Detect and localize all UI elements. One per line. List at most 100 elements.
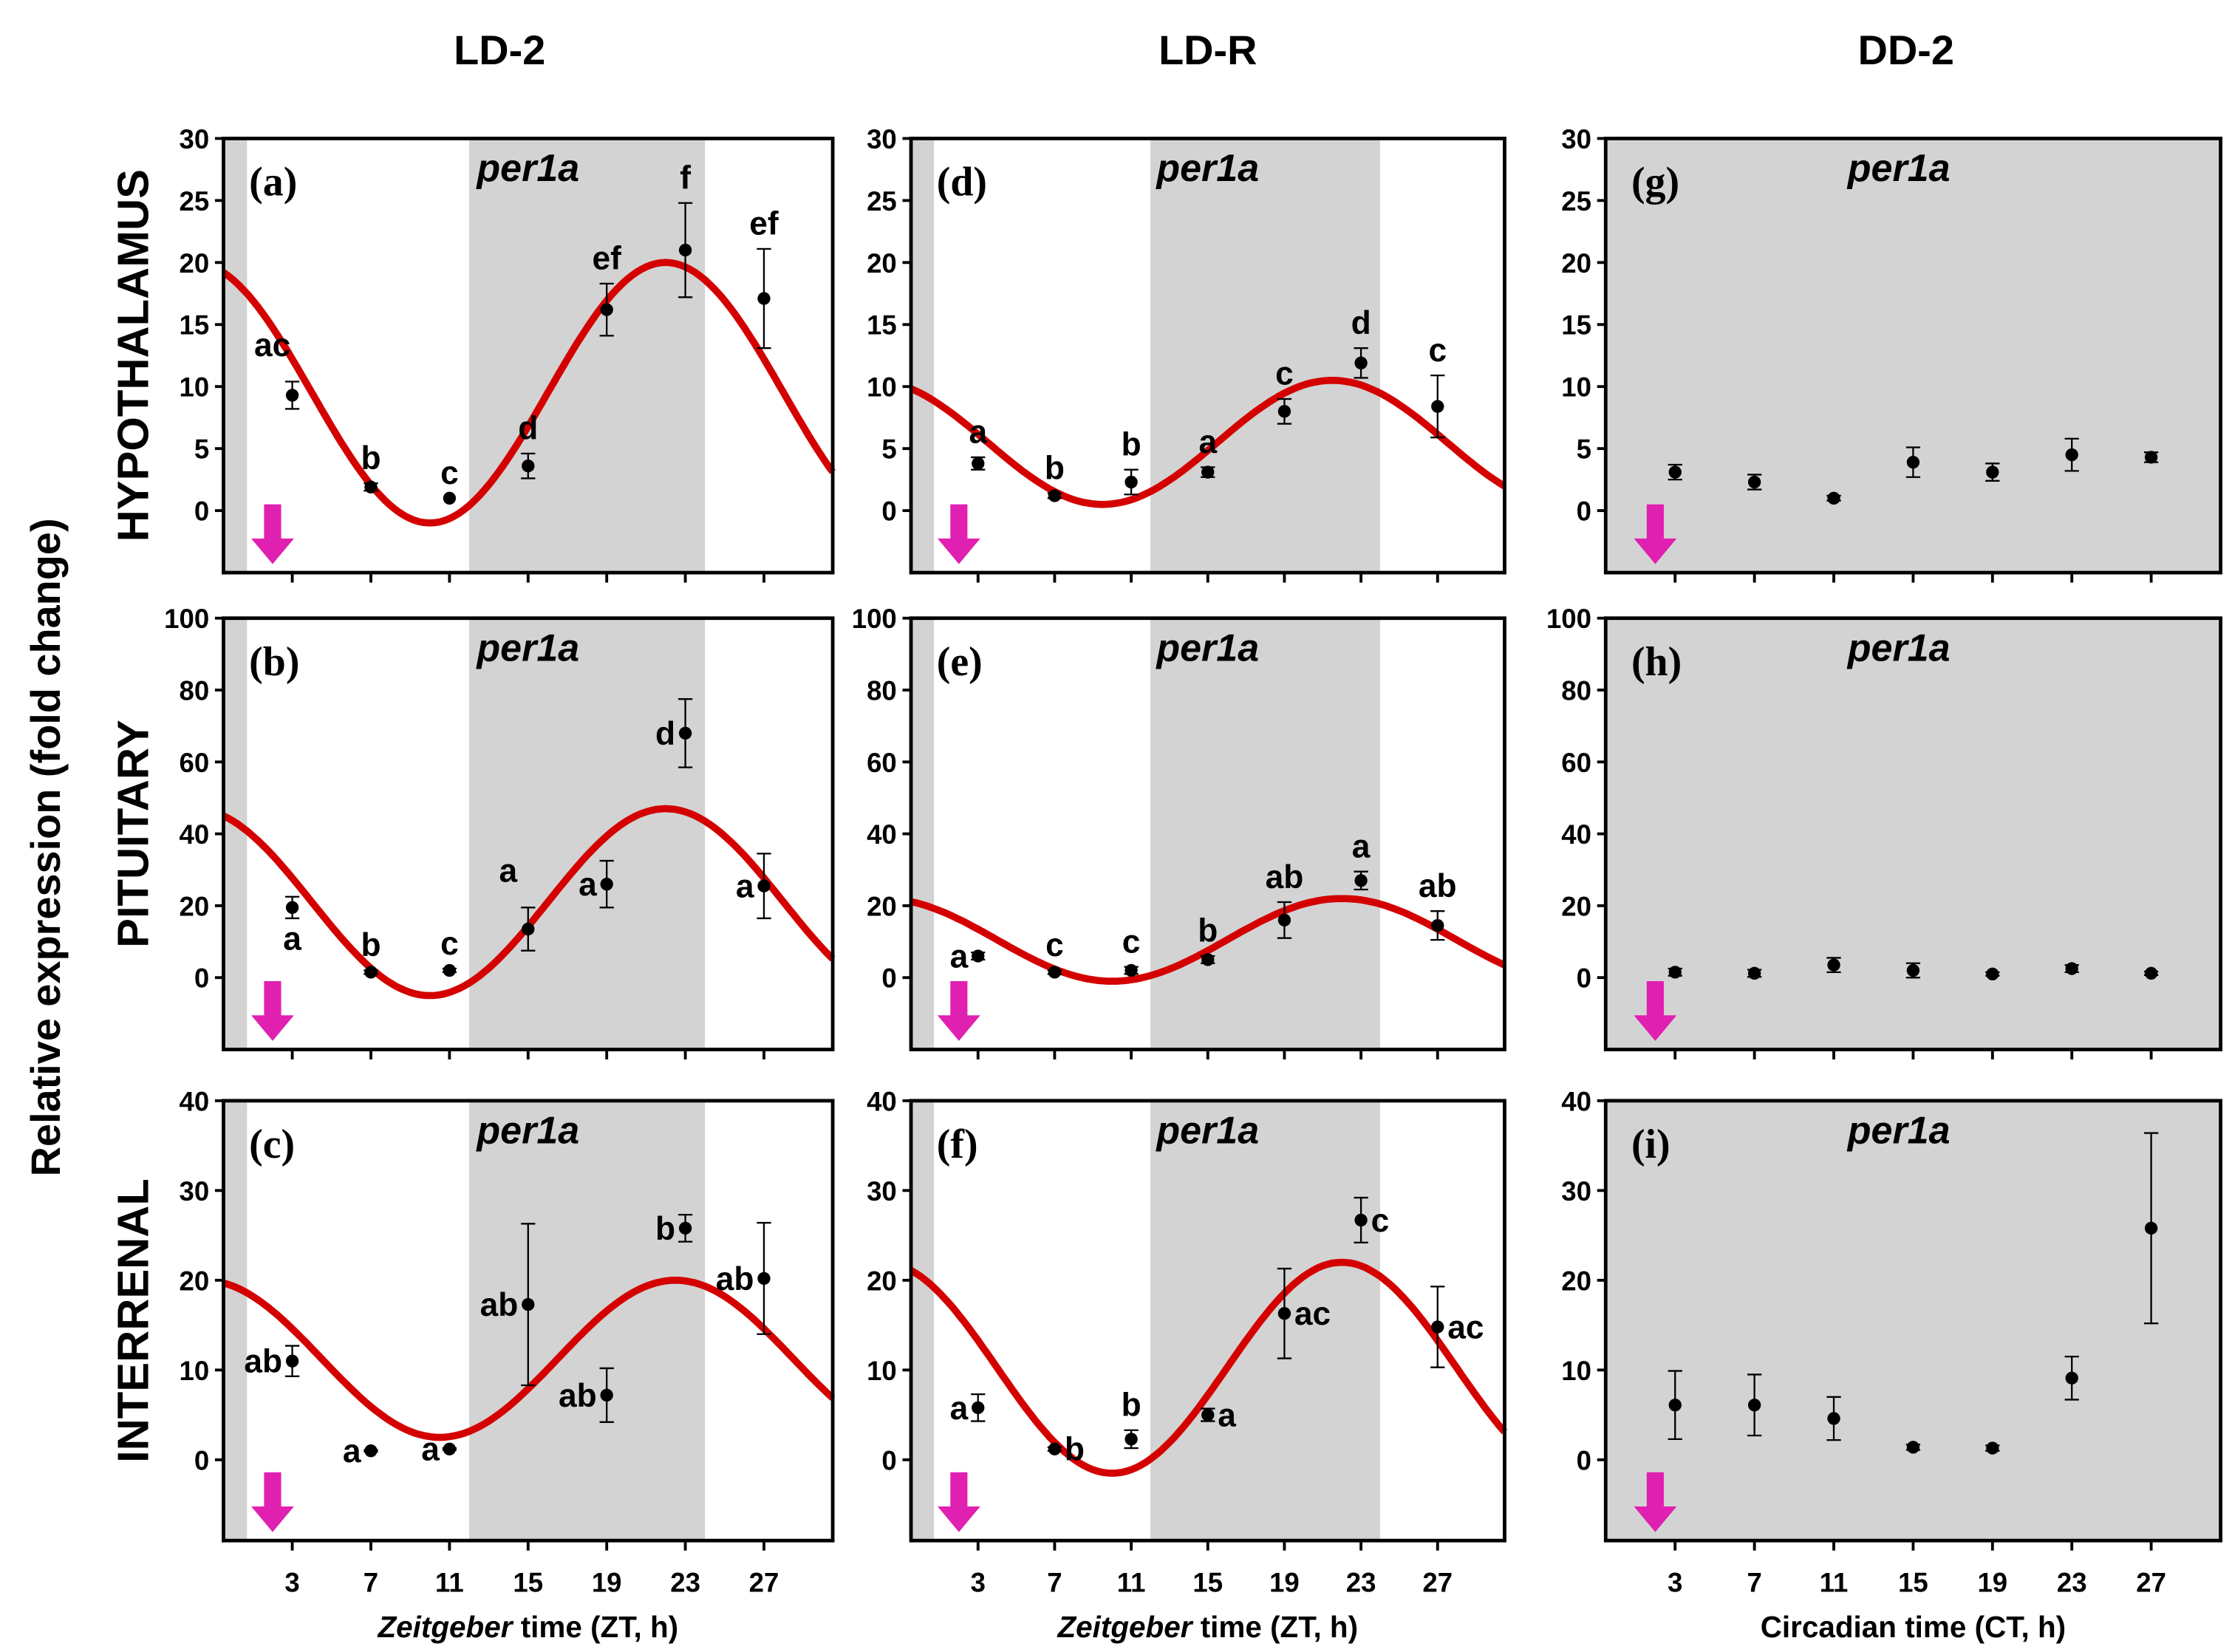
- x-tick-label: 19: [1269, 1568, 1300, 1598]
- y-tick-label: 0: [1577, 963, 1591, 994]
- x-tick-label: 19: [592, 1568, 622, 1598]
- data-point: [1906, 455, 1920, 469]
- x-tick-label: 3: [284, 1568, 299, 1598]
- dark-phase-shading: [1605, 1100, 2221, 1541]
- y-tick-label: 40: [180, 819, 210, 850]
- row-title-interrenal: INTERRENAL: [108, 1178, 157, 1463]
- y-tick-label: 10: [867, 372, 897, 403]
- significance-group-label: b: [1065, 1432, 1085, 1468]
- data-point: [2065, 962, 2078, 975]
- significance-group-label: ab: [716, 1261, 754, 1297]
- dark-phase-shading: [1150, 138, 1381, 573]
- dark-phase-shading: [1150, 618, 1381, 1050]
- gene-label: per1a: [1155, 627, 1259, 670]
- y-tick-label: 20: [180, 248, 210, 279]
- dark-phase-shading: [911, 618, 935, 1050]
- panel-label: (b): [249, 639, 299, 685]
- y-tick-label: 20: [867, 1266, 897, 1296]
- dark-phase-shading: [468, 1100, 706, 1541]
- significance-group-label: d: [1351, 305, 1371, 341]
- panel-a: 0 5 10 15 20 25 30 (a) per1a ac b c d ef f ef: [180, 124, 836, 583]
- data-point: [443, 491, 457, 505]
- y-tick-label: 100: [1546, 604, 1591, 634]
- y-tick-label: 10: [180, 1356, 210, 1386]
- data-point: [1668, 465, 1682, 479]
- significance-group-label: b: [1045, 450, 1065, 486]
- significance-group-label: a: [421, 1432, 440, 1468]
- panel-h: 0 20 40 60 80 100 (h) per1a: [1546, 604, 2222, 1059]
- significance-group-label: a: [579, 867, 597, 903]
- data-point: [1431, 1320, 1444, 1334]
- significance-group-label: ac: [254, 327, 290, 363]
- data-point: [1986, 967, 1999, 980]
- cosinor-fit-curve: [910, 895, 1506, 985]
- y-tick-label: 30: [1561, 124, 1591, 154]
- dark-phase-shading: [911, 138, 935, 573]
- y-tick-label: 80: [867, 675, 897, 706]
- x-tick-label: 7: [1047, 1568, 1062, 1598]
- data-point: [1747, 1399, 1761, 1412]
- data-point: [1906, 1441, 1920, 1454]
- y-tick-label: 5: [881, 434, 896, 465]
- y-tick-label: 25: [180, 186, 210, 216]
- data-point: [678, 726, 692, 740]
- data-point: [2065, 1371, 2078, 1385]
- y-tick-label: 10: [1561, 1356, 1591, 1386]
- significance-group-label: ab: [480, 1287, 519, 1323]
- panel-g: 0 5 10 15 20 25 30 (g) per1a: [1561, 124, 2222, 583]
- panel-label: (a): [249, 159, 297, 205]
- significance-group-label: a: [1198, 424, 1217, 460]
- significance-group-label: ab: [1419, 868, 1457, 904]
- x-tick-label: 27: [2136, 1568, 2166, 1598]
- x-tick-label: 23: [670, 1568, 700, 1598]
- data-point: [1827, 1412, 1840, 1425]
- significance-group-label: a: [950, 938, 969, 975]
- significance-group-label: a: [499, 853, 517, 890]
- data-point: [1668, 1399, 1682, 1412]
- data-point: [600, 1388, 613, 1402]
- x-tick-label: 7: [1747, 1568, 1761, 1598]
- data-point: [1201, 953, 1215, 966]
- y-axis-label: Relative expression (fold change): [22, 518, 69, 1176]
- data-point: [285, 901, 299, 914]
- x-tick-label: 11: [1820, 1568, 1849, 1598]
- column-title-ld-2: LD-2: [454, 27, 545, 73]
- y-tick-label: 0: [194, 496, 209, 527]
- data-point: [285, 1354, 299, 1368]
- data-point: [678, 1221, 692, 1235]
- data-point: [1201, 465, 1215, 479]
- light-pulse-arrow-icon: [937, 504, 980, 564]
- significance-group-label: d: [518, 411, 538, 447]
- data-point: [1906, 963, 1920, 977]
- data-point: [522, 922, 535, 936]
- data-point: [1747, 966, 1761, 980]
- significance-group-label: c: [1275, 356, 1294, 392]
- dark-phase-shading: [223, 138, 248, 573]
- y-tick-label: 40: [1561, 819, 1591, 850]
- dark-phase-shading: [223, 1100, 248, 1541]
- data-point: [285, 389, 299, 402]
- data-point: [1048, 966, 1062, 979]
- data-point: [1124, 963, 1138, 977]
- y-tick-label: 20: [867, 248, 897, 279]
- light-pulse-arrow-icon: [251, 504, 294, 564]
- data-point: [1986, 465, 1999, 479]
- y-tick-label: 10: [1561, 372, 1591, 403]
- panel-b: 0 20 40 60 80 100 (b) per1a a b c a a d a: [164, 604, 836, 1059]
- data-point: [443, 1442, 457, 1455]
- data-point: [443, 963, 457, 977]
- y-tick-label: 20: [180, 891, 210, 921]
- significance-group-label: a: [343, 1433, 361, 1470]
- y-tick-label: 20: [1561, 891, 1591, 921]
- y-tick-label: 0: [1577, 496, 1591, 527]
- gene-label: per1a: [475, 147, 579, 190]
- column-title-dd-2: DD-2: [1858, 27, 1954, 73]
- y-tick-label: 20: [867, 891, 897, 921]
- data-point: [972, 1401, 985, 1415]
- x-tick-label: 7: [364, 1568, 378, 1598]
- y-tick-label: 10: [180, 372, 210, 403]
- y-tick-label: 15: [1561, 310, 1591, 341]
- data-point: [972, 949, 985, 963]
- y-tick-label: 10: [867, 1356, 897, 1386]
